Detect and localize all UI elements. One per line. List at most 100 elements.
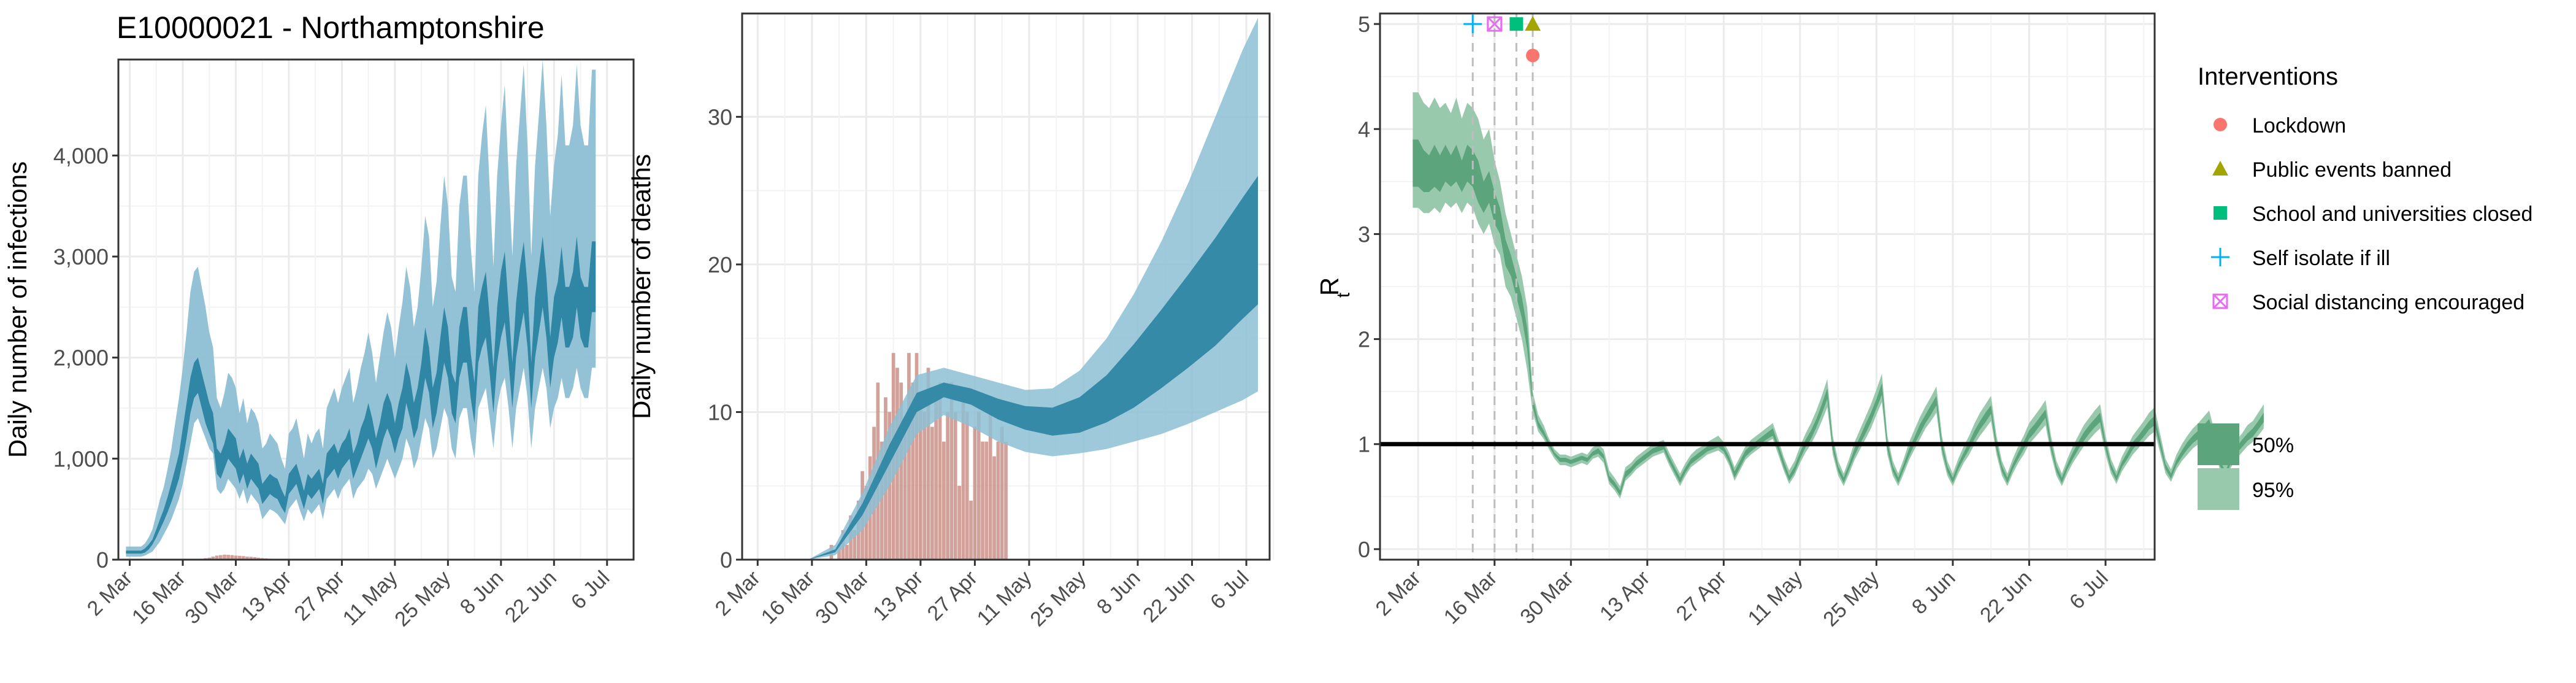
x-tick-label: 30 Mar: [1516, 566, 1578, 629]
observed-bar: [219, 555, 223, 560]
x-tick-label: 22 Jun: [500, 566, 561, 627]
legend-title: Interventions: [2198, 63, 2338, 90]
intervention-markers: [1463, 15, 1541, 63]
observed-bar: [837, 544, 841, 560]
x-tick-label: 16 Mar: [128, 566, 190, 629]
observed-bar: [223, 554, 226, 560]
y-tick-label: 30: [708, 104, 732, 129]
x-tick-label: 13 Apr: [868, 566, 927, 625]
x-tick-label: 25 May: [1025, 566, 1091, 631]
legend-key-band: [2198, 468, 2239, 510]
x-tick-label: 16 Mar: [757, 566, 819, 629]
observed-bar: [953, 412, 957, 560]
y-tick-label: 2: [1358, 327, 1370, 352]
x-tick-label: 25 May: [390, 566, 455, 631]
panel-border: [117, 58, 635, 561]
observed-bar: [245, 557, 249, 560]
y-tick-label: 20: [708, 252, 732, 277]
legend-label: Lockdown: [2252, 114, 2346, 137]
observed-bar: [942, 441, 946, 560]
x-tick-label: 2 Mar: [1371, 566, 1425, 620]
lockdown-marker: [1526, 48, 1540, 63]
y-axis-label: Daily number of deaths: [627, 154, 656, 419]
observed-bar: [845, 544, 849, 560]
observed-bar: [907, 353, 911, 560]
x-tick-label: 27 Apr: [923, 566, 982, 625]
band-50: [126, 236, 596, 554]
observed-bars: [196, 554, 294, 560]
y-tick-label: 1,000: [53, 446, 109, 471]
observed-bar: [922, 412, 927, 560]
band-95: [754, 18, 1258, 560]
legend-key-lockdown: [2214, 118, 2227, 131]
legend-key-self_isolate: [2211, 248, 2229, 266]
observed-bar: [207, 557, 212, 560]
band-95: [126, 60, 596, 557]
observed-bar: [976, 412, 981, 560]
x-tick-label: 16 Mar: [1439, 566, 1502, 629]
schools-marker: [1509, 17, 1524, 31]
observed-bar: [1004, 441, 1008, 560]
observed-bar: [992, 456, 996, 560]
panel-border: [1379, 12, 2156, 561]
observed-bar: [242, 556, 245, 560]
panel-border: [741, 12, 1271, 561]
observed-bar: [988, 397, 992, 560]
x-tick-label: 27 Apr: [290, 566, 349, 625]
observed-bar: [965, 412, 969, 560]
observed-bar: [230, 555, 234, 560]
observed-bar: [926, 368, 930, 560]
band-50: [1413, 139, 2264, 496]
x-tick-label: 27 Apr: [1672, 566, 1731, 625]
observed-bar: [253, 557, 257, 560]
observed-bar: [984, 441, 989, 560]
y-tick-label: 0: [720, 547, 732, 573]
x-tick-label: 8 Jun: [1092, 566, 1145, 619]
x-tick-label: 11 May: [1744, 566, 1807, 630]
x-tick-label: 6 Jul: [1206, 566, 1254, 614]
observed-bar: [969, 500, 973, 560]
observed-bar: [226, 555, 230, 560]
legend-label: 50%: [2252, 434, 2294, 457]
observed-bar: [234, 555, 238, 560]
observed-bar: [249, 557, 253, 560]
legend-key-schools: [2214, 206, 2227, 220]
observed-bar: [957, 485, 961, 560]
observed-bar: [981, 441, 984, 560]
y-tick-label: 4,000: [53, 143, 109, 168]
x-tick-label: 25 May: [1819, 566, 1884, 631]
observed-bar: [946, 412, 949, 560]
y-tick-label: 1: [1358, 432, 1370, 457]
x-tick-label: 13 Apr: [1595, 566, 1654, 625]
y-tick-label: 0: [1358, 537, 1370, 562]
observed-bar: [934, 397, 938, 560]
observed-bar: [949, 382, 954, 560]
observed-bar: [973, 426, 977, 560]
x-tick-label: 13 Apr: [237, 566, 296, 625]
figure-title: E10000021 - Northamptonshire: [117, 10, 545, 45]
observed-bar: [914, 353, 919, 560]
legend-label: Social distancing encouraged: [2252, 291, 2524, 314]
legend-key-social_distancing: [2212, 293, 2228, 309]
observed-bar: [211, 557, 215, 560]
legend: Interventions Lockdown Public events bann…: [2198, 63, 2532, 510]
observed-bar: [903, 426, 907, 560]
x-tick-label: 22 Jun: [1138, 566, 1199, 627]
x-tick-label: 11 May: [339, 566, 402, 630]
observed-bar: [930, 426, 934, 560]
observed-bar: [996, 441, 1000, 560]
x-tick-label: 22 Jun: [1976, 566, 2036, 627]
y-axis-label: R: [1315, 277, 1344, 296]
y-tick-label: 2,000: [53, 345, 109, 371]
observed-bar: [961, 397, 965, 560]
y-axis-label-subscript: t: [1333, 292, 1354, 298]
legend-label: 95%: [2252, 479, 2294, 502]
rt-panel: 0 1 2 3 4 5 2 Mar 16 Mar 30 Mar 13 Apr 27 Apr 11 Ma…: [1315, 12, 2264, 631]
x-tick-label: 6 Jul: [567, 566, 615, 614]
y-axis-label: Daily number of infections: [3, 161, 32, 458]
social_distancing-marker: [1487, 16, 1503, 32]
observed-bar: [853, 530, 857, 560]
legend-key-band: [2198, 423, 2239, 465]
